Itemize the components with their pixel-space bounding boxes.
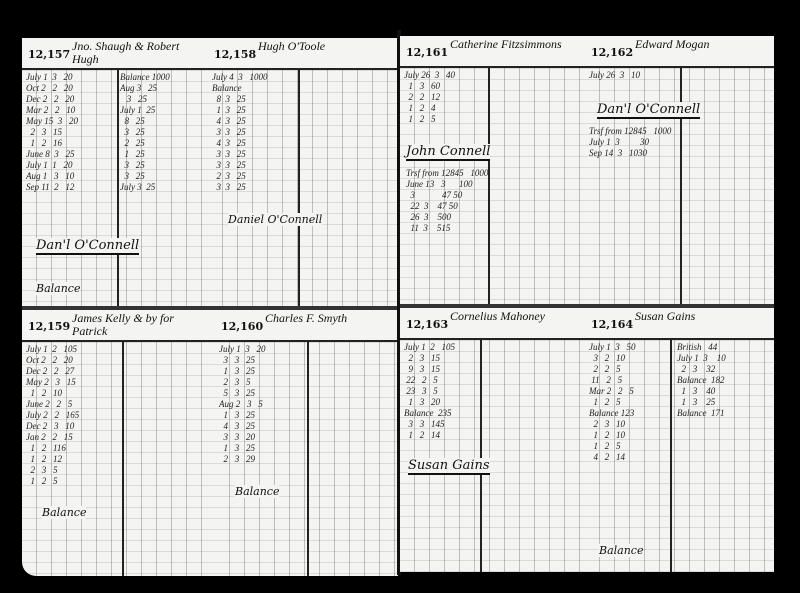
account-number: 12,164 (591, 318, 634, 331)
note: Balance (42, 506, 87, 519)
ledger-entries: July 26 3 10 (589, 70, 640, 80)
ledger-entries: July 1 3 20 3 3 25 1 3 25 2 3 5 5 3 25 A… (219, 344, 266, 464)
note: Balance (235, 485, 280, 498)
note: Balance (36, 282, 81, 295)
account-name: Susan Gains (635, 309, 696, 323)
account-block: 12,161 Catherine Fitzsimmons July 26 3 40… (400, 36, 585, 304)
account-number: 12,161 (406, 46, 449, 59)
account-block: 12,157 Jno. Shaugh & Robert Hugh July 1 3… (22, 38, 208, 306)
ledger-entries: July 4 3 1000 Balance 8 3 25 1 3 25 4 3 … (212, 72, 268, 192)
note: Daniel O'Connell (228, 213, 323, 226)
ledger-entries: July 1 3 20 Oct 2 2 20 Dec 2 2 20 Mar 2 … (26, 72, 78, 192)
account-name: Jno. Shaugh & Robert Hugh (72, 39, 180, 66)
account-name: Hugh O'Toole (258, 39, 326, 53)
book-spine (397, 30, 401, 575)
ledger-entries: July 1 2 105 Oct 2 2 20 Dec 2 2 27 May 2… (26, 344, 80, 486)
left-ledger-page: 12,157 Jno. Shaugh & Robert Hugh July 1 3… (22, 38, 398, 576)
right-ledger-page: 12,161 Catherine Fitzsimmons July 26 3 40… (400, 36, 774, 572)
ledger-entries: British 44 July 1 3 10 2 3 32 Balance 18… (677, 342, 726, 418)
ledger-entries: July 1 2 105 2 3 15 9 3 15 22 2 5 23 3 5… (404, 342, 455, 440)
account-number: 12,162 (591, 46, 634, 59)
account-name: Charles F. Smyth (265, 311, 348, 325)
note: Dan'l O'Connell (36, 238, 140, 255)
account-name: Cornelius Mahoney (450, 309, 545, 323)
account-name: James Kelly & by for Patrick (72, 311, 174, 338)
account-block: 12,159 James Kelly & by for Patrick July … (22, 310, 215, 576)
account-number: 12,158 (214, 48, 257, 61)
account-block: 12,162 Edward Mogan July 26 3 10 Dan'l O'… (585, 36, 774, 304)
note: John Connell (406, 144, 491, 161)
account-name: Catherine Fitzsimmons (450, 37, 562, 51)
note: Susan Gains (408, 458, 490, 475)
ledger-entries: July 1 3 50 3 2 10 2 2 5 11 2 5 Mar 2 2 … (589, 342, 636, 462)
ledger-entries: Trsf from 12845 1000 June 13 3 100 3 47 … (406, 168, 489, 233)
ledger-entries: Trsf from 12845 1000 July 1 3 30 Sep 14 … (589, 126, 672, 158)
account-block: 12,160 Charles F. Smyth July 1 3 20 3 3 2… (215, 310, 398, 576)
account-block: 12,158 Hugh O'Toole July 4 3 1000 Balance… (208, 38, 398, 306)
note: Dan'l O'Connell (597, 102, 701, 119)
account-block: 12,163 Cornelius Mahoney July 1 2 105 2 3… (400, 308, 585, 572)
account-number: 12,157 (28, 48, 71, 61)
account-number: 12,160 (221, 320, 264, 333)
account-number: 12,159 (28, 320, 71, 333)
account-block: 12,164 Susan Gains July 1 3 50 3 2 10 2 2… (585, 308, 774, 572)
note: Balance (599, 544, 644, 557)
ledger-entries: Balance 1000 Aug 3 25 3 25 July 1 25 8 2… (120, 72, 170, 192)
ledger-entries: July 26 3 40 1 3 60 2 2 12 1 2 4 1 2 5 (404, 70, 455, 124)
account-number: 12,163 (406, 318, 449, 331)
account-name: Edward Mogan (635, 37, 710, 51)
